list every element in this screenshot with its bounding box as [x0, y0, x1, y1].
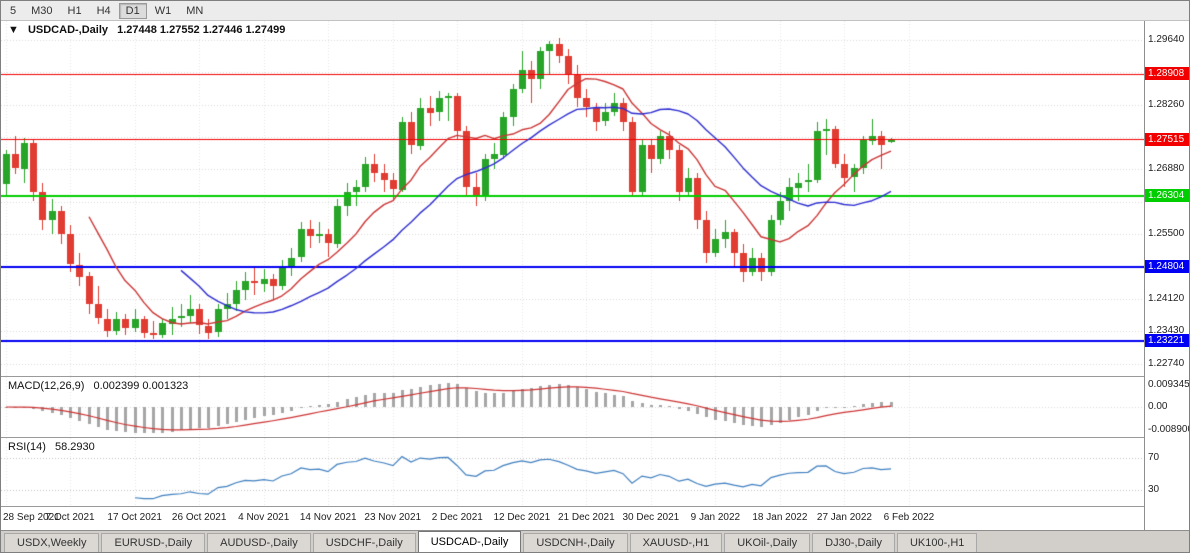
- period-button-5[interactable]: 5: [10, 4, 17, 17]
- time-axis-label: 28 Sep 2021: [3, 512, 60, 523]
- chart-tab-usdcad-daily[interactable]: USDCAD-,Daily: [417, 531, 522, 552]
- rsi-indicator-label: RSI(14) 58.2930: [8, 441, 95, 453]
- time-axis-label: 18 Jan 2022: [752, 512, 808, 523]
- chart-tab-usdchf-daily[interactable]: USDCHF-,Daily: [312, 533, 416, 552]
- macd-name: MACD(12,26,9): [8, 380, 85, 392]
- chart-tab-audusd-daily[interactable]: AUDUSD-,Daily: [207, 533, 311, 552]
- chart-tab-dj30-daily[interactable]: DJ30-,Daily: [812, 533, 895, 552]
- macd-axis-label: 0.00: [1148, 401, 1168, 412]
- price-axis-label: 1.29640: [1148, 34, 1185, 45]
- chart-tab-usdx-weekly[interactable]: USDX,Weekly: [4, 533, 100, 552]
- collapse-triangle-icon[interactable]: ▼: [8, 24, 19, 36]
- price-axis-label: 1.28260: [1148, 99, 1185, 110]
- price-axis-label: 1.26880: [1148, 163, 1185, 174]
- time-axis-label: 21 Dec 2021: [557, 512, 615, 523]
- time-axis[interactable]: 28 Sep 2021 7 Oct 2021 17 Oct 2021 26 Oct 2…: [1, 507, 1144, 530]
- panel-separator[interactable]: [1, 376, 1189, 377]
- rsi-name: RSI(14): [8, 441, 46, 453]
- price-axis-label: 1.22740: [1148, 358, 1185, 369]
- price-level-badge: 1.28908: [1145, 67, 1189, 80]
- time-axis-label: 26 Oct 2021: [171, 512, 227, 523]
- macd-current-values: 0.002399 0.001323: [93, 380, 189, 392]
- panel-separator: [1, 506, 1189, 507]
- price-level-badge: 1.26304: [1145, 189, 1189, 202]
- symbol-timeframe-label: USDCAD-,Daily: [27, 24, 109, 36]
- timeframe-toolbar: 5 M30 H1 H4 D1 W1 MN: [1, 1, 1189, 21]
- time-axis-label: 2 Dec 2021: [431, 512, 483, 523]
- macd-axis-label: -0.008900: [1148, 424, 1190, 435]
- time-axis-label: 23 Nov 2021: [364, 512, 422, 523]
- chart-tab-uk100-h1[interactable]: UK100-,H1: [896, 533, 978, 552]
- time-axis-label: 4 Nov 2021: [238, 512, 290, 523]
- time-axis-label: 14 Nov 2021: [299, 512, 357, 523]
- macd-axis-label: 0.009345: [1148, 379, 1190, 390]
- period-button-h4[interactable]: H4: [96, 4, 111, 17]
- time-axis-label: 17 Oct 2021: [107, 512, 162, 523]
- chart-area[interactable]: ▼ USDCAD-,Daily 1.27448 1.27552 1.27446 …: [1, 21, 1189, 530]
- price-level-badge: 1.23221: [1145, 334, 1189, 347]
- time-axis-label: 6 Feb 2022: [883, 512, 935, 523]
- time-axis-label: 9 Jan 2022: [690, 512, 741, 523]
- macd-indicator-label: MACD(12,26,9) 0.002399 0.001323: [8, 380, 188, 392]
- price-axis[interactable]: 1.29640 1.28260 1.26880 1.25500 1.24120 1.234…: [1144, 21, 1189, 530]
- panel-separator[interactable]: [1, 437, 1189, 438]
- price-chart-canvas[interactable]: [1, 21, 1144, 376]
- chart-tab-eurusd-daily[interactable]: EURUSD-,Daily: [101, 533, 206, 552]
- chart-tab-xauusd-h1[interactable]: XAUUSD-,H1: [629, 533, 723, 552]
- rsi-current-value: 58.2930: [54, 441, 95, 453]
- period-button-mn[interactable]: MN: [186, 4, 204, 17]
- time-axis-label: 7 Oct 2021: [45, 512, 95, 523]
- period-button-m30[interactable]: M30: [31, 4, 53, 17]
- price-axis-label: 1.24120: [1148, 293, 1185, 304]
- chart-tab-ukoil-daily[interactable]: UKOil-,Daily: [724, 533, 811, 552]
- chart-title: ▼ USDCAD-,Daily 1.27448 1.27552 1.27446 …: [8, 24, 285, 36]
- chart-tab-usdcnh-daily[interactable]: USDCNH-,Daily: [523, 533, 628, 552]
- price-level-badge: 1.27515: [1145, 133, 1189, 146]
- rsi-axis-label: 30: [1148, 484, 1160, 495]
- rsi-axis-label: 70: [1148, 452, 1160, 463]
- price-axis-label: 1.25500: [1148, 228, 1185, 239]
- time-axis-label: 27 Jan 2022: [816, 512, 872, 523]
- time-axis-label: 30 Dec 2021: [622, 512, 680, 523]
- price-level-badge: 1.24804: [1145, 260, 1189, 273]
- rsi-indicator-canvas[interactable]: [1, 438, 1144, 506]
- period-button-d1[interactable]: D1: [118, 2, 147, 19]
- chart-tabs-bar: USDX,Weekly EURUSD-,Daily AUDUSD-,Daily USD…: [1, 530, 1189, 552]
- ohlc-values: 1.27448 1.27552 1.27446 1.27499: [117, 24, 286, 36]
- time-axis-label: 12 Dec 2021: [493, 512, 551, 523]
- period-button-w1[interactable]: W1: [154, 4, 172, 17]
- period-button-h1[interactable]: H1: [67, 4, 82, 17]
- price-axis-label: 1.23430: [1148, 325, 1185, 336]
- macd-indicator-canvas[interactable]: [1, 377, 1144, 437]
